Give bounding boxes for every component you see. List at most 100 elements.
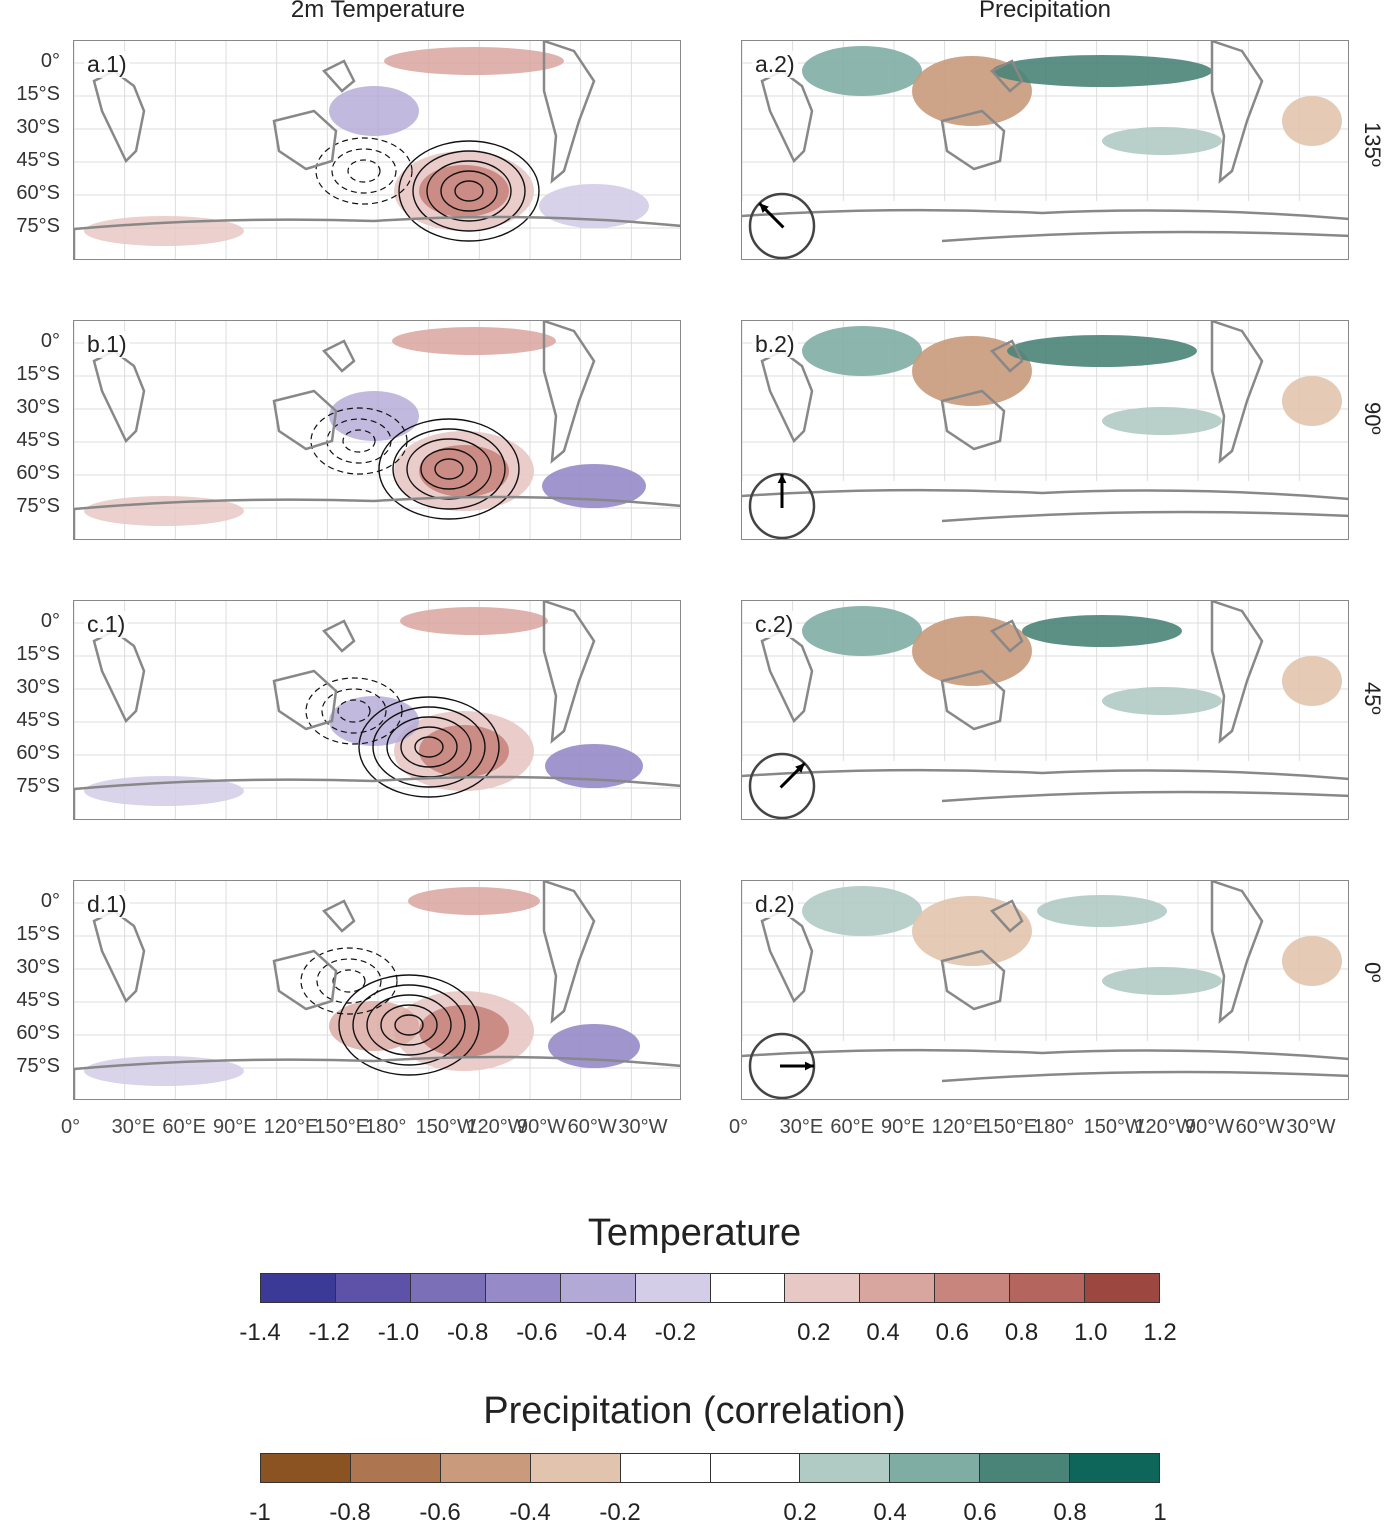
latitude-tick: 45°S: [16, 989, 60, 1011]
slp-negative-contour: [321, 688, 387, 734]
right-column-title: Precipitation: [978, 0, 1112, 23]
antarctic-outline: [742, 768, 1348, 803]
panel-label: d.1): [84, 891, 130, 918]
latitude-tick: 30°S: [16, 116, 60, 138]
coastline: [321, 619, 356, 653]
coastline: [321, 339, 356, 373]
panel-label: a.1): [84, 51, 130, 78]
slp-positive-contour: [398, 140, 540, 242]
positive-correlation-spcz: [1037, 895, 1167, 927]
longitude-tick: 60°E: [162, 1116, 206, 1138]
colorbar-tick-label: -0.2: [599, 1499, 641, 1526]
slp-positive-contour: [400, 726, 458, 768]
positive-correlation-southpacific: [1102, 127, 1222, 155]
coastline: [92, 69, 146, 164]
colorbar-tick-label: -0.2: [654, 1319, 697, 1346]
slp-positive-contour: [372, 706, 486, 788]
positive-correlation-indian: [802, 46, 922, 96]
longitude-tick: 0°: [61, 1116, 81, 1138]
temperature-panel: d.1): [73, 880, 681, 1100]
antarctic-outline: [742, 1048, 1348, 1083]
slp-positive-contour: [338, 974, 480, 1076]
colorbar-swatch: [635, 1274, 711, 1302]
longitude-tick: 90°E: [881, 1116, 925, 1138]
precipitation-panel: b.2): [741, 320, 1349, 540]
slp-positive-contour: [414, 736, 444, 758]
anomaly-antarctic-coast: [84, 776, 244, 806]
phase-circle: [748, 192, 816, 259]
warm-anomaly-core: [419, 725, 509, 777]
phase-angle-label: 45º: [1360, 682, 1385, 715]
latitude-tick: 60°S: [16, 462, 60, 484]
anomaly-midlatitude: [329, 86, 419, 136]
phase-arrow-head: [759, 203, 769, 213]
latitude-tick: 75°S: [16, 775, 60, 797]
coastline: [74, 1055, 680, 1099]
masked-polar-region: [742, 761, 1348, 819]
colorbar-swatch: [530, 1454, 621, 1482]
coastline: [940, 669, 1006, 731]
precipitation-colorbar: [260, 1453, 1160, 1483]
slp-negative-contour: [337, 699, 371, 723]
longitude-tick: 60°W: [567, 1116, 617, 1138]
latitude-tick: 75°S: [16, 495, 60, 517]
coastline: [272, 389, 338, 451]
slp-negative-contour: [342, 429, 376, 453]
slp-negative-contour: [305, 677, 403, 745]
slp-positive-contour: [434, 458, 464, 480]
colorbar-tick-label: -0.6: [516, 1319, 558, 1346]
positive-correlation-spcz: [1007, 335, 1197, 367]
colorbar-swatch: [860, 1274, 936, 1302]
colorbar-swatch: [890, 1454, 981, 1482]
precipitation-panel: d.2): [741, 880, 1349, 1100]
longitude-tick: 120°W: [1134, 1116, 1195, 1138]
colorbar-tick-label: 0.6: [963, 1499, 997, 1526]
antarctic-outline: [742, 208, 1348, 243]
colorbar-tick-label: 0.2: [783, 1499, 817, 1526]
colorbar-tick-label: -0.4: [509, 1499, 551, 1526]
longitude-tick: 60°E: [830, 1116, 874, 1138]
colorbar-tick-label: -0.8: [447, 1319, 489, 1346]
latitude-tick: 15°S: [16, 363, 60, 385]
coastline: [272, 949, 338, 1011]
slp-positive-contour: [380, 1004, 438, 1046]
negative-correlation-atlantic: [1282, 936, 1342, 986]
coastline: [321, 899, 356, 933]
longitude-tick: 150°E: [314, 1116, 370, 1138]
slp-positive-contour: [394, 1014, 424, 1036]
positive-correlation-indian: [802, 606, 922, 656]
colorbar-tick-label: -1.0: [377, 1319, 420, 1346]
slp-positive-contour: [378, 418, 520, 520]
coastline: [542, 321, 596, 464]
colorbar-tick-label: 0.8: [1004, 1319, 1039, 1346]
coastline: [989, 899, 1024, 933]
latitude-tick: 45°S: [16, 429, 60, 451]
colorbar-tick-label: 1.0: [1074, 1319, 1108, 1346]
slp-negative-contour: [331, 148, 397, 194]
masked-polar-region: [742, 481, 1348, 539]
latitude-tick: 45°S: [16, 149, 60, 171]
anomaly-antarctic-coast: [84, 496, 244, 526]
temperature-panel: a.1): [73, 40, 681, 260]
negative-correlation-atlantic: [1282, 96, 1342, 146]
colorbar-swatch: [350, 1454, 441, 1482]
colorbar-swatch: [710, 1274, 786, 1302]
masked-polar-region: [742, 1041, 1348, 1099]
slp-positive-contour: [454, 180, 484, 202]
slp-positive-contour: [420, 448, 478, 490]
warm-anomaly-tropical-pacific: [384, 47, 564, 75]
cool-anomaly-weddell: [545, 744, 643, 788]
temperature-colorbar-title: Temperature: [587, 1212, 802, 1254]
colorbar-swatch: [935, 1274, 1011, 1302]
slp-negative-contour: [316, 958, 382, 1004]
colorbar-tick-label: 0.4: [873, 1499, 907, 1526]
coastline: [760, 629, 814, 724]
longitude-tick: 120°W: [466, 1116, 527, 1138]
latitude-tick: 30°S: [16, 676, 60, 698]
colorbar-swatch: [440, 1454, 531, 1482]
latitude-tick: 15°S: [16, 643, 60, 665]
positive-correlation-southpacific: [1102, 407, 1222, 435]
latitude-tick: 0°: [40, 50, 60, 72]
warm-anomaly-tropical-pacific: [400, 607, 548, 635]
colorbar-swatch: [710, 1454, 801, 1482]
